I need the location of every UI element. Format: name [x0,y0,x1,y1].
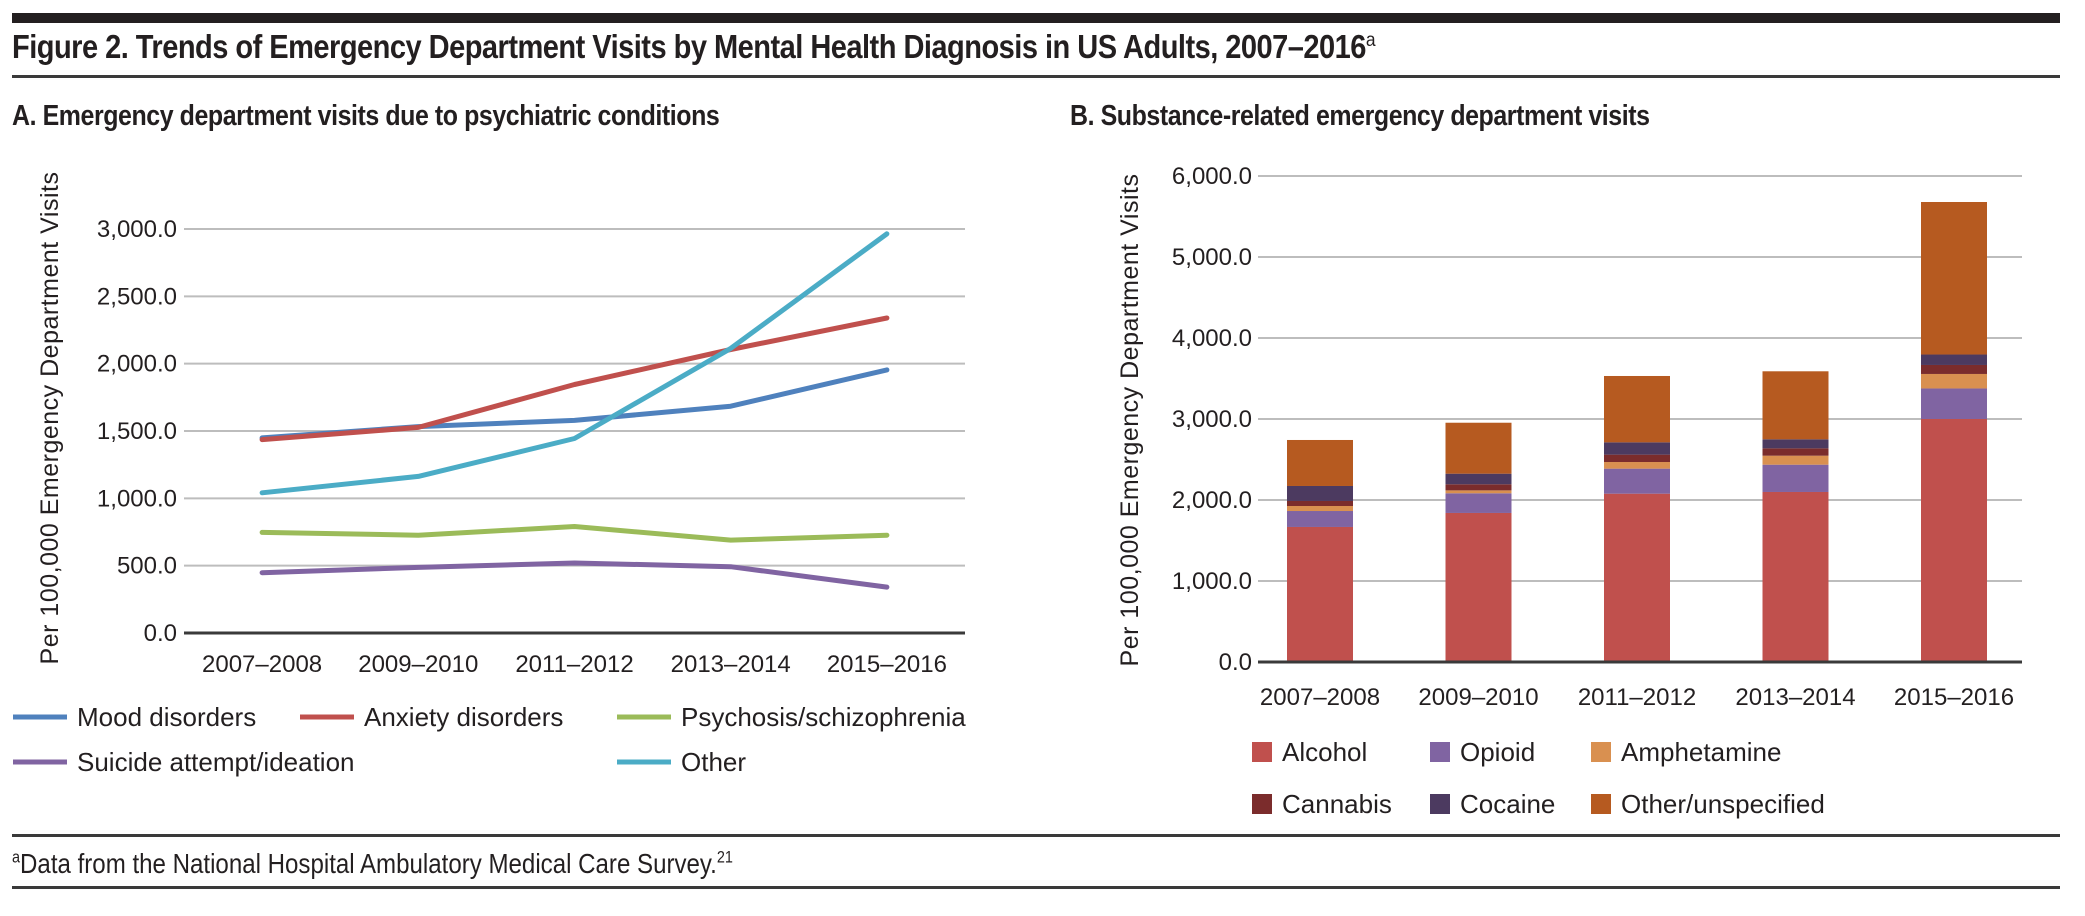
x-tick-label: 2015–2016 [1894,684,2014,711]
line-chart-psychiatric: 0.0 500.0 1,000.0 1,500.0 2,000.0 2,500.0 3,00… [13,172,966,777]
y-tick-label: 3,000.0 [1172,406,1252,433]
bar-segment-opioid [1762,464,1829,492]
figure-title-text: Figure 2. Trends of Emergency Department… [12,28,1366,65]
x-tick-label: 2011–2012 [515,651,633,678]
legend-label: Other/unspecified [1621,789,1825,819]
panel-a-title: A. Emergency department visits due to ps… [12,100,720,132]
y-tick-label: 6,000.0 [1172,163,1252,190]
bar-segment-opioid [1921,388,1987,419]
legend-label: Suicide attempt/ideation [77,747,355,777]
bar-segment-opioid [1604,468,1670,494]
legend-label: Amphetamine [1621,737,1781,767]
y-tick-label: 1,500.0 [97,418,177,445]
title-rule [12,75,2060,78]
y-tick-label: 3,000.0 [97,216,177,243]
y-axis-label: Per 100,000 Emergency Department Visits [1116,174,1144,667]
legend-swatch [1252,742,1272,762]
figure-title: Figure 2. Trends of Emergency Department… [12,28,1376,66]
x-tick-label: 2011–2012 [1578,684,1696,711]
bar-segment-alcohol [1604,493,1670,662]
x-tick-label: 2009–2010 [358,651,478,678]
x-tick-label: 2009–2010 [1418,684,1538,711]
bar-segment-cannabis [1445,484,1512,491]
bar-segment-cannabis [1762,448,1829,456]
y-tick-label: 4,000.0 [1172,325,1252,352]
bar-segment-amphetamine [1762,455,1829,465]
x-tick-label: 2007–2008 [1260,684,1380,711]
bar-segment-cannabis [1604,454,1670,463]
footnote-text: Data from the National Hospital Ambulato… [20,848,717,879]
bar-segment-alcohol [1921,419,1987,662]
bar-segment-amphetamine [1604,462,1670,469]
series-line-mood-disorders [259,367,890,441]
legend-label: Anxiety disorders [364,702,563,732]
bar-segment-cocaine [1921,354,1987,365]
bar-segment-other-unspecified [1921,202,1987,355]
legend-label: Mood disorders [77,702,256,732]
bar-segment-other-unspecified [1445,422,1512,474]
bar-segment-alcohol [1287,526,1353,662]
legend-label: Other [681,747,746,777]
bar-segment-cocaine [1762,439,1829,449]
x-tick-label: 2015–2016 [827,651,947,678]
bar-segment-cocaine [1604,442,1670,455]
x-tick-label: 2013–2014 [1735,684,1855,711]
y-tick-label: 2,000.0 [97,351,177,378]
bar-segment-other-unspecified [1762,371,1829,440]
y-tick-label: 2,000.0 [1172,487,1252,514]
legend-label: Cannabis [1282,789,1392,819]
y-tick-label: 500.0 [117,553,177,580]
bar-segment-other-unspecified [1604,375,1670,443]
bar-segment-alcohol [1762,491,1829,662]
legend-swatch [1252,794,1272,814]
legend-swatch [1591,742,1611,762]
legend-swatch [1591,794,1611,814]
y-tick-label: 1,000.0 [1172,568,1252,595]
x-tick-label: 2007–2008 [202,651,322,678]
y-tick-label: 1,000.0 [97,485,177,512]
y-axis-label: Per 100,000 Emergency Department Visits [36,172,64,665]
legend-swatch [1430,742,1450,762]
bar-segment-cocaine [1445,473,1512,485]
bar-segment-amphetamine [1287,505,1353,512]
footnote-top-rule [12,834,2060,837]
footnote-marker: a [12,847,21,867]
footnote-bottom-rule [12,886,2060,889]
bar-segment-cocaine [1287,485,1353,501]
footnote-reference: 21 [716,847,733,867]
top-border-bar [12,13,2060,23]
legend-label: Cocaine [1460,789,1555,819]
footnote: aData from the National Hospital Ambulat… [12,848,733,880]
y-tick-label: 0.0 [144,620,177,647]
bar-segment-amphetamine [1445,490,1512,494]
bar-segment-other-unspecified [1287,439,1353,486]
legend-label: Opioid [1460,737,1535,767]
y-tick-label: 5,000.0 [1172,244,1252,271]
stacked-bar-chart-substance: 0.0 1,000.0 2,000.0 3,000.0 4,000.0 5,000.0 6,… [1116,163,2022,819]
legend-label: Alcohol [1282,737,1367,767]
panel-b-title: B. Substance-related emergency departmen… [1070,100,1650,132]
bar-segment-opioid [1445,493,1512,513]
bar-segment-amphetamine [1921,373,1987,389]
y-tick-label: 2,500.0 [97,283,177,310]
y-tick-label: 0.0 [1219,649,1252,676]
legend-label: Psychosis/schizophrenia [681,702,966,732]
bar-segment-cannabis [1921,364,1987,374]
legend-swatch [1430,794,1450,814]
x-tick-label: 2013–2014 [671,651,791,678]
figure-title-superscript: a [1365,29,1376,51]
bar-segment-alcohol [1445,512,1512,662]
series-line-psychosis-schizophrenia [259,524,890,543]
bar-segment-cannabis [1287,500,1353,506]
bar-segment-opioid [1287,511,1353,527]
